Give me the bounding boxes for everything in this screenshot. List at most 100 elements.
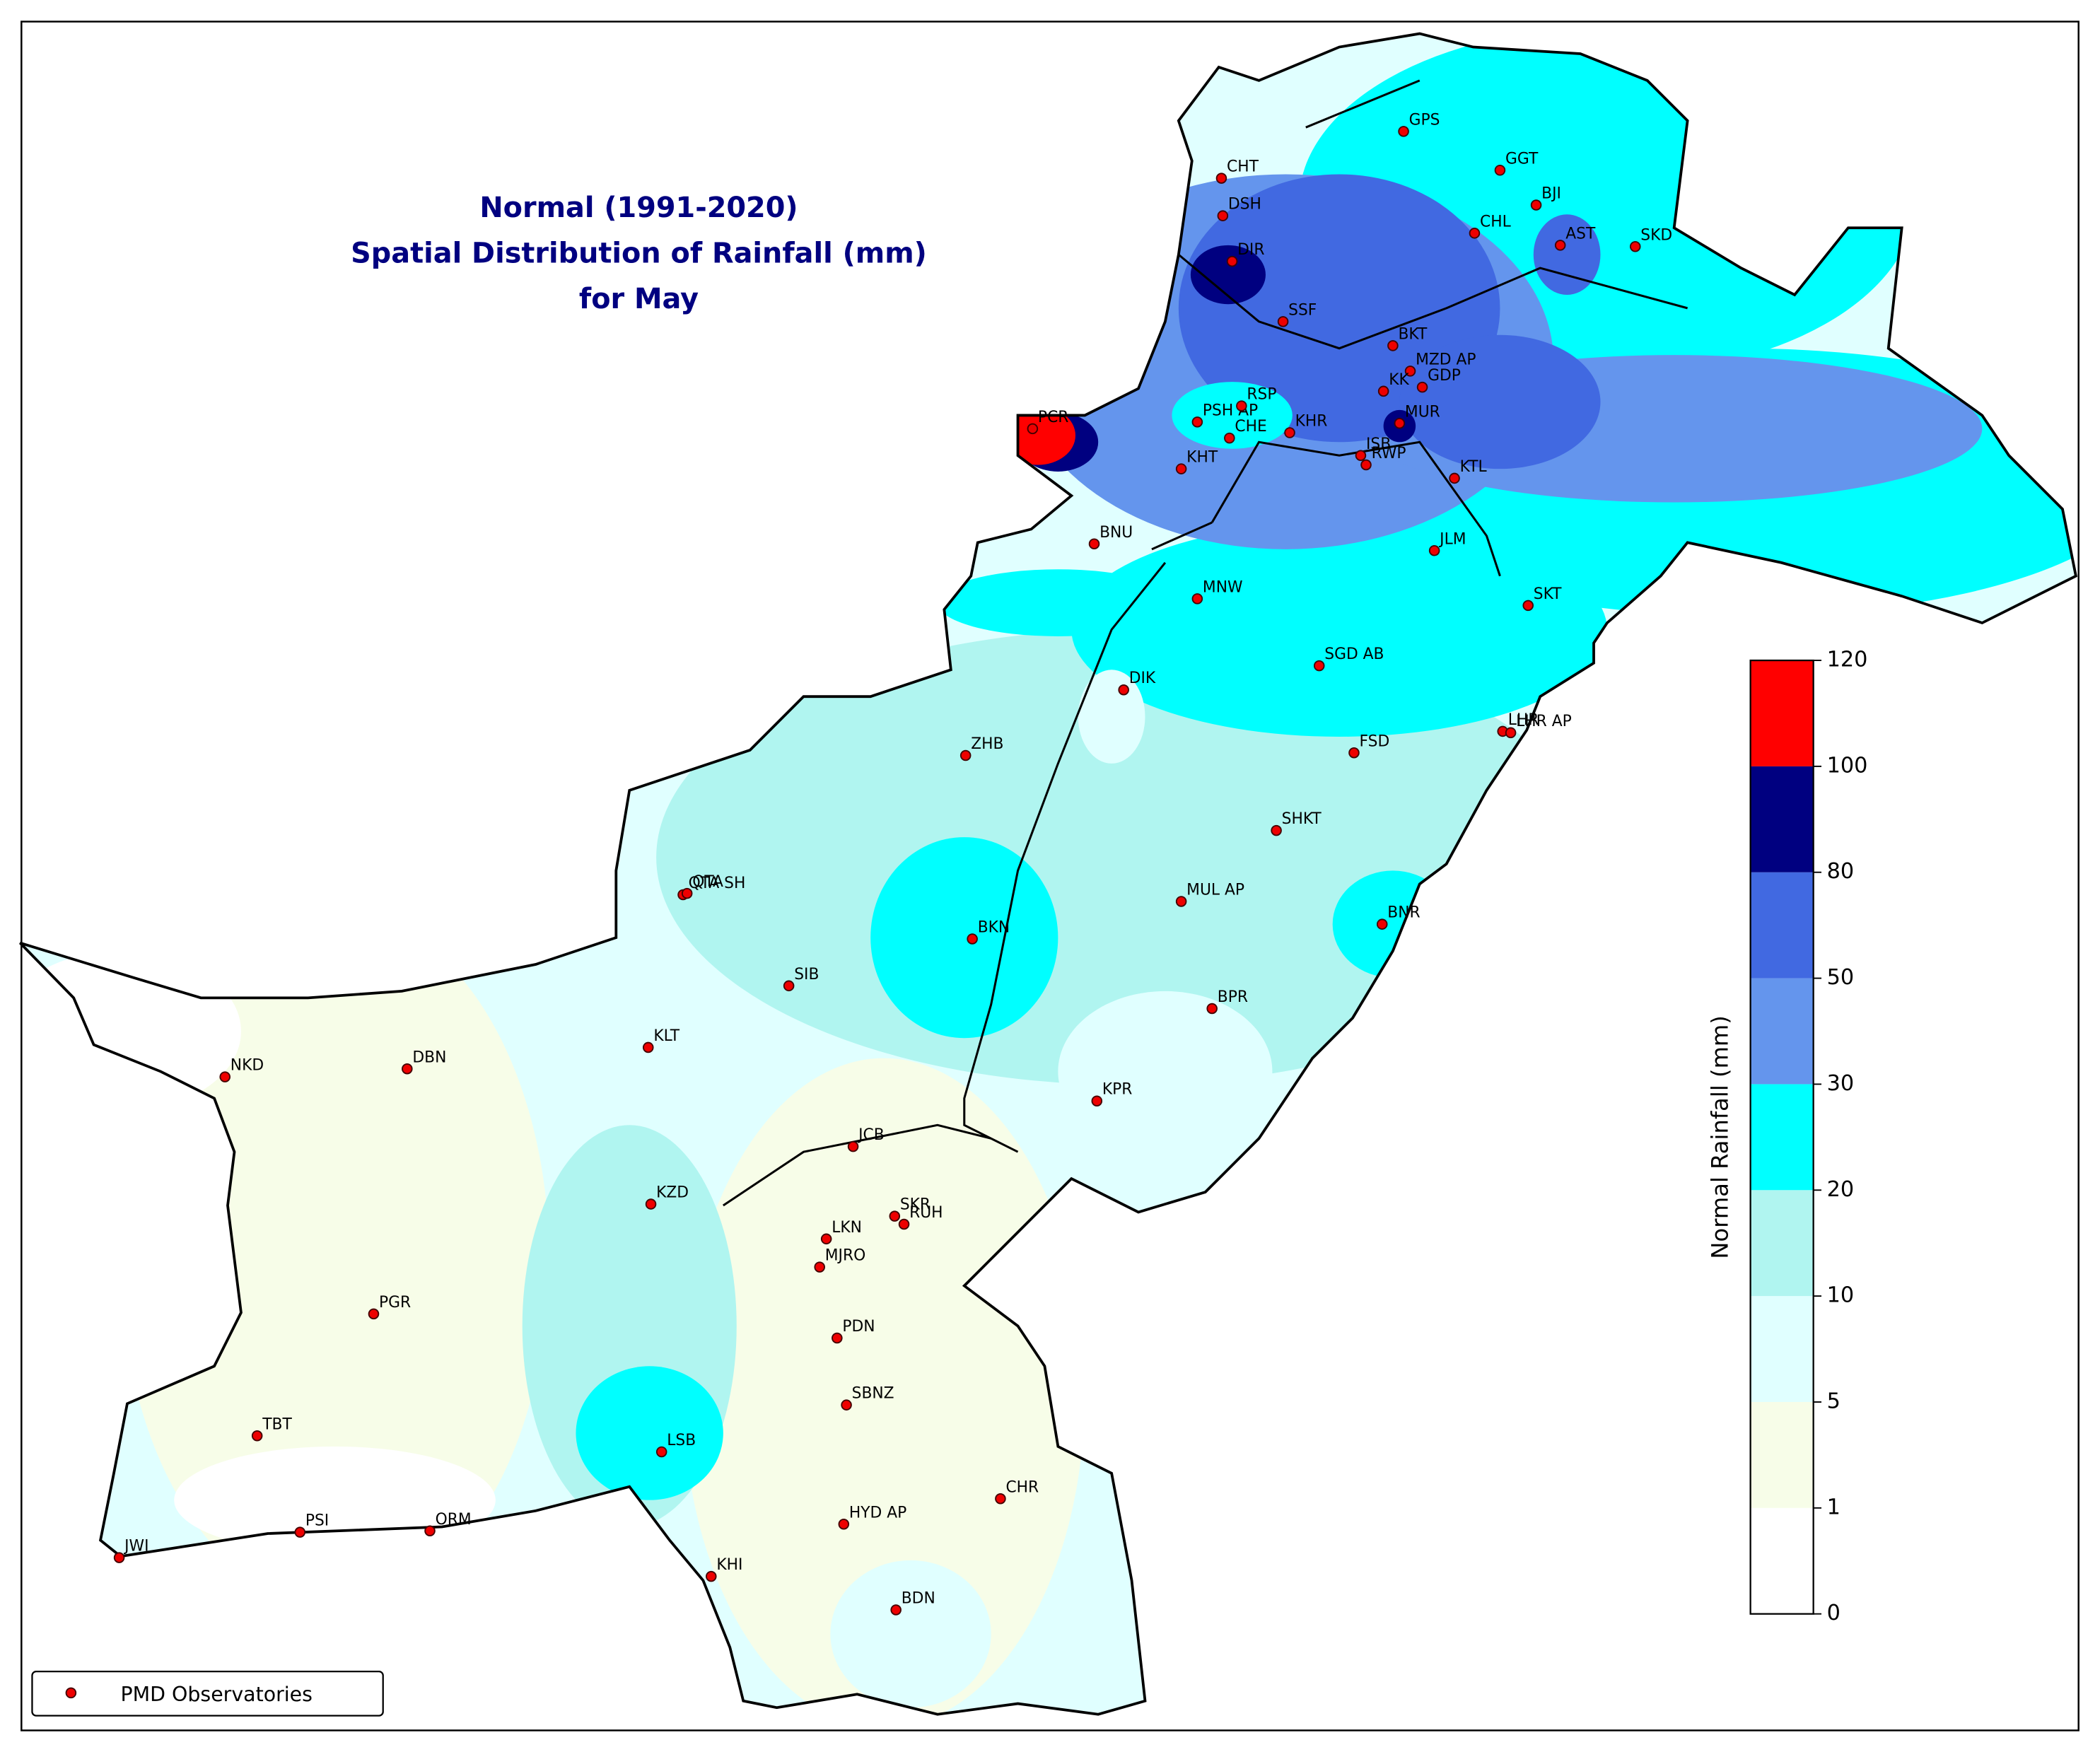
station-label: BPR [1218,988,1248,1006]
legend-box [31,1670,384,1717]
colorbar-tick-label: 20 [1827,1177,1855,1202]
station-label: JCB [857,1126,885,1144]
station-marker [1175,896,1187,907]
station-label: SKT [1534,585,1562,603]
station-label: LHR [1508,711,1539,729]
title-line: Spatial Distribution of Rainfall (mm) [351,237,927,269]
station-label: HYD AP [849,1504,906,1522]
station-marker [1027,423,1039,435]
station-label: CHL [1480,213,1512,230]
station-marker [251,1430,263,1442]
station-label: BNU [1099,524,1133,542]
station-label: SKR [900,1196,931,1214]
station-marker [642,1041,654,1053]
station-marker [783,980,795,992]
station-label: PSI [305,1512,329,1530]
colorbar-bin [1750,978,1814,1085]
station-label: JWI [123,1538,148,1555]
station-marker [898,1218,910,1230]
station-label: LSB [667,1432,696,1449]
station-marker [1348,747,1360,759]
station-label: BDN [902,1590,935,1608]
colorbar-tick-label: 0 [1827,1601,1841,1625]
station-label: KHT [1186,449,1218,467]
station-label: SGD AB [1324,646,1384,663]
station-label: QTA [692,873,723,891]
station-marker [889,1210,901,1222]
station-label: GDP [1428,367,1461,385]
station-marker [1091,1095,1103,1106]
title-line: Normal (1991-2020) [479,192,798,224]
station-label: MUL AP [1186,882,1244,899]
station-marker [1404,366,1416,377]
station-marker [1376,918,1388,930]
station-label: KHI [716,1556,742,1574]
station-label: BKT [1398,325,1428,343]
station-label: TBT [262,1415,292,1433]
station-marker [219,1071,231,1082]
station-marker [1224,432,1235,444]
station-label: MZD AP [1416,351,1476,368]
station-label: BJI [1541,185,1561,203]
station-marker [1387,340,1399,351]
station-marker [1191,416,1203,428]
station-label: CHR [1005,1478,1039,1496]
colorbar-bin [1750,660,1814,766]
station-marker [1215,173,1227,184]
station-label: BKN [978,919,1010,937]
colorbar-tick-label: 120 [1827,648,1868,672]
station-label: QTA SH [689,875,746,892]
station-label: LHR AP [1516,713,1572,730]
colorbar-frame [1749,659,1814,1615]
station-marker [1236,400,1247,411]
station-marker [1206,1003,1218,1015]
station-marker [1522,600,1534,612]
station-label: NKD [231,1057,264,1075]
station-marker [113,1552,125,1563]
station-label: KPR [1102,1081,1133,1099]
station-label: DIK [1129,670,1156,687]
colorbar-tick-label: 100 [1827,753,1868,778]
station-marker [402,1063,413,1075]
station-marker [1469,228,1481,239]
station-label: KTL [1460,458,1488,476]
station-label: FSD [1360,732,1390,750]
colorbar-bin [1750,872,1814,979]
station-marker [1118,684,1129,696]
station-label: SIB [794,966,819,983]
colorbar: 0 1 5 10 20 30 50 80 100 120 [1749,648,1868,1625]
legend-marker [65,1687,77,1699]
station-marker [681,887,693,899]
station-label: PCR [1038,409,1068,426]
station-label: MNW [1203,578,1243,596]
station-label: RSP [1247,386,1276,404]
station-marker [1088,538,1100,550]
station-label: KK [1389,371,1409,389]
station-marker [424,1525,436,1536]
station-marker [995,1493,1006,1505]
station-marker [1629,240,1641,252]
station-label: ISB [1366,436,1391,453]
station-marker [838,1518,850,1530]
station-label: GPS [1409,111,1440,129]
station-marker [814,1261,825,1273]
station-label: PGR [379,1294,411,1312]
station-label: JLM [1438,530,1466,548]
station-marker [847,1140,859,1152]
station-marker [1191,593,1203,605]
station-marker [967,933,978,945]
colorbar-tick-label: 5 [1827,1389,1841,1413]
colorbar-tick-label: 1 [1827,1495,1841,1519]
station-marker [1277,316,1289,327]
colorbar-tick-label: 10 [1827,1283,1855,1308]
station-marker [1428,544,1440,556]
station-label: SKD [1640,226,1672,244]
colorbar-tick-label: 80 [1827,859,1855,884]
station-marker [1355,450,1367,462]
station-marker [1226,255,1238,267]
station-label: CHE [1235,418,1266,436]
station-marker [1505,727,1517,739]
station-label: KZD [656,1184,689,1202]
station-marker [1554,240,1566,251]
